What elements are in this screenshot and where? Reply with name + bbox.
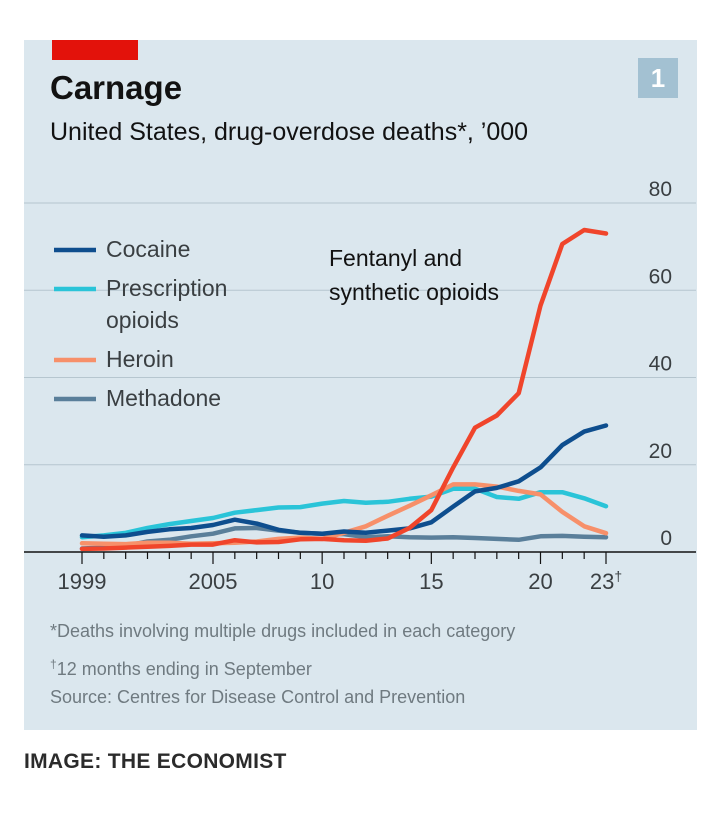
brand-tag xyxy=(52,40,138,60)
chart-title: Carnage xyxy=(50,69,183,106)
y-tick-label: 40 xyxy=(649,353,672,376)
legend-label: Heroin xyxy=(106,346,174,372)
footnote-12-months-text: 12 months ending in September xyxy=(56,659,312,679)
legend-label: Prescription xyxy=(106,275,227,301)
y-tick-label: 20 xyxy=(649,440,672,463)
y-tick-label: 0 xyxy=(660,527,672,550)
legend: Cocaine Prescription opioids Heroin Methadon… xyxy=(54,236,227,411)
series-line-prescription-opioids xyxy=(79,486,609,540)
x-tick-label: 10 xyxy=(310,569,334,594)
x-tick-label: 1999 xyxy=(58,569,107,594)
annotation-fentanyl-label: synthetic opioids xyxy=(329,279,499,305)
legend-label: Cocaine xyxy=(106,236,190,262)
gridlines xyxy=(24,202,696,466)
series-line-fentanyl-and-synthetic-opioids xyxy=(79,227,609,552)
x-tick-label: 15 xyxy=(419,569,443,594)
x-tick-dagger: † xyxy=(614,568,622,584)
annotation-fentanyl-label: Fentanyl and xyxy=(329,245,462,271)
footnote-12-months: †12 months ending in September xyxy=(50,652,312,681)
x-tick-label: 2005 xyxy=(189,569,238,594)
y-axis-tick-labels: 0 20 40 60 80 xyxy=(649,178,672,550)
x-tick-label: 20 xyxy=(528,569,552,594)
image-credit: IMAGE: THE ECONOMIST xyxy=(24,750,287,773)
x-tick-label: 23† xyxy=(590,568,622,594)
legend-label: Methadone xyxy=(106,385,221,411)
data-series xyxy=(79,227,609,552)
footnote-dagger: † xyxy=(50,657,57,671)
y-tick-label: 80 xyxy=(649,178,672,201)
series-line-cocaine xyxy=(79,423,609,539)
line-chart: 0 20 40 60 80 1999 2005 10 15 20 23† Cocaine Presc… xyxy=(24,178,696,594)
legend-label: opioids xyxy=(106,307,179,333)
chart-subtitle: United States, drug-overdose deaths*, ’0… xyxy=(50,118,529,146)
chart-card: Carnage United States, drug-overdose dea… xyxy=(24,40,697,730)
chart-number-badge: 1 xyxy=(638,58,678,98)
footnote-multiple-drugs: *Deaths involving multiple drugs include… xyxy=(50,621,516,641)
x-axis: 1999 2005 10 15 20 23† xyxy=(24,551,696,594)
y-tick-label: 60 xyxy=(649,265,672,288)
annotation: Fentanyl and synthetic opioids xyxy=(329,245,499,305)
source-note: Source: Centres for Disease Control and … xyxy=(50,687,466,707)
